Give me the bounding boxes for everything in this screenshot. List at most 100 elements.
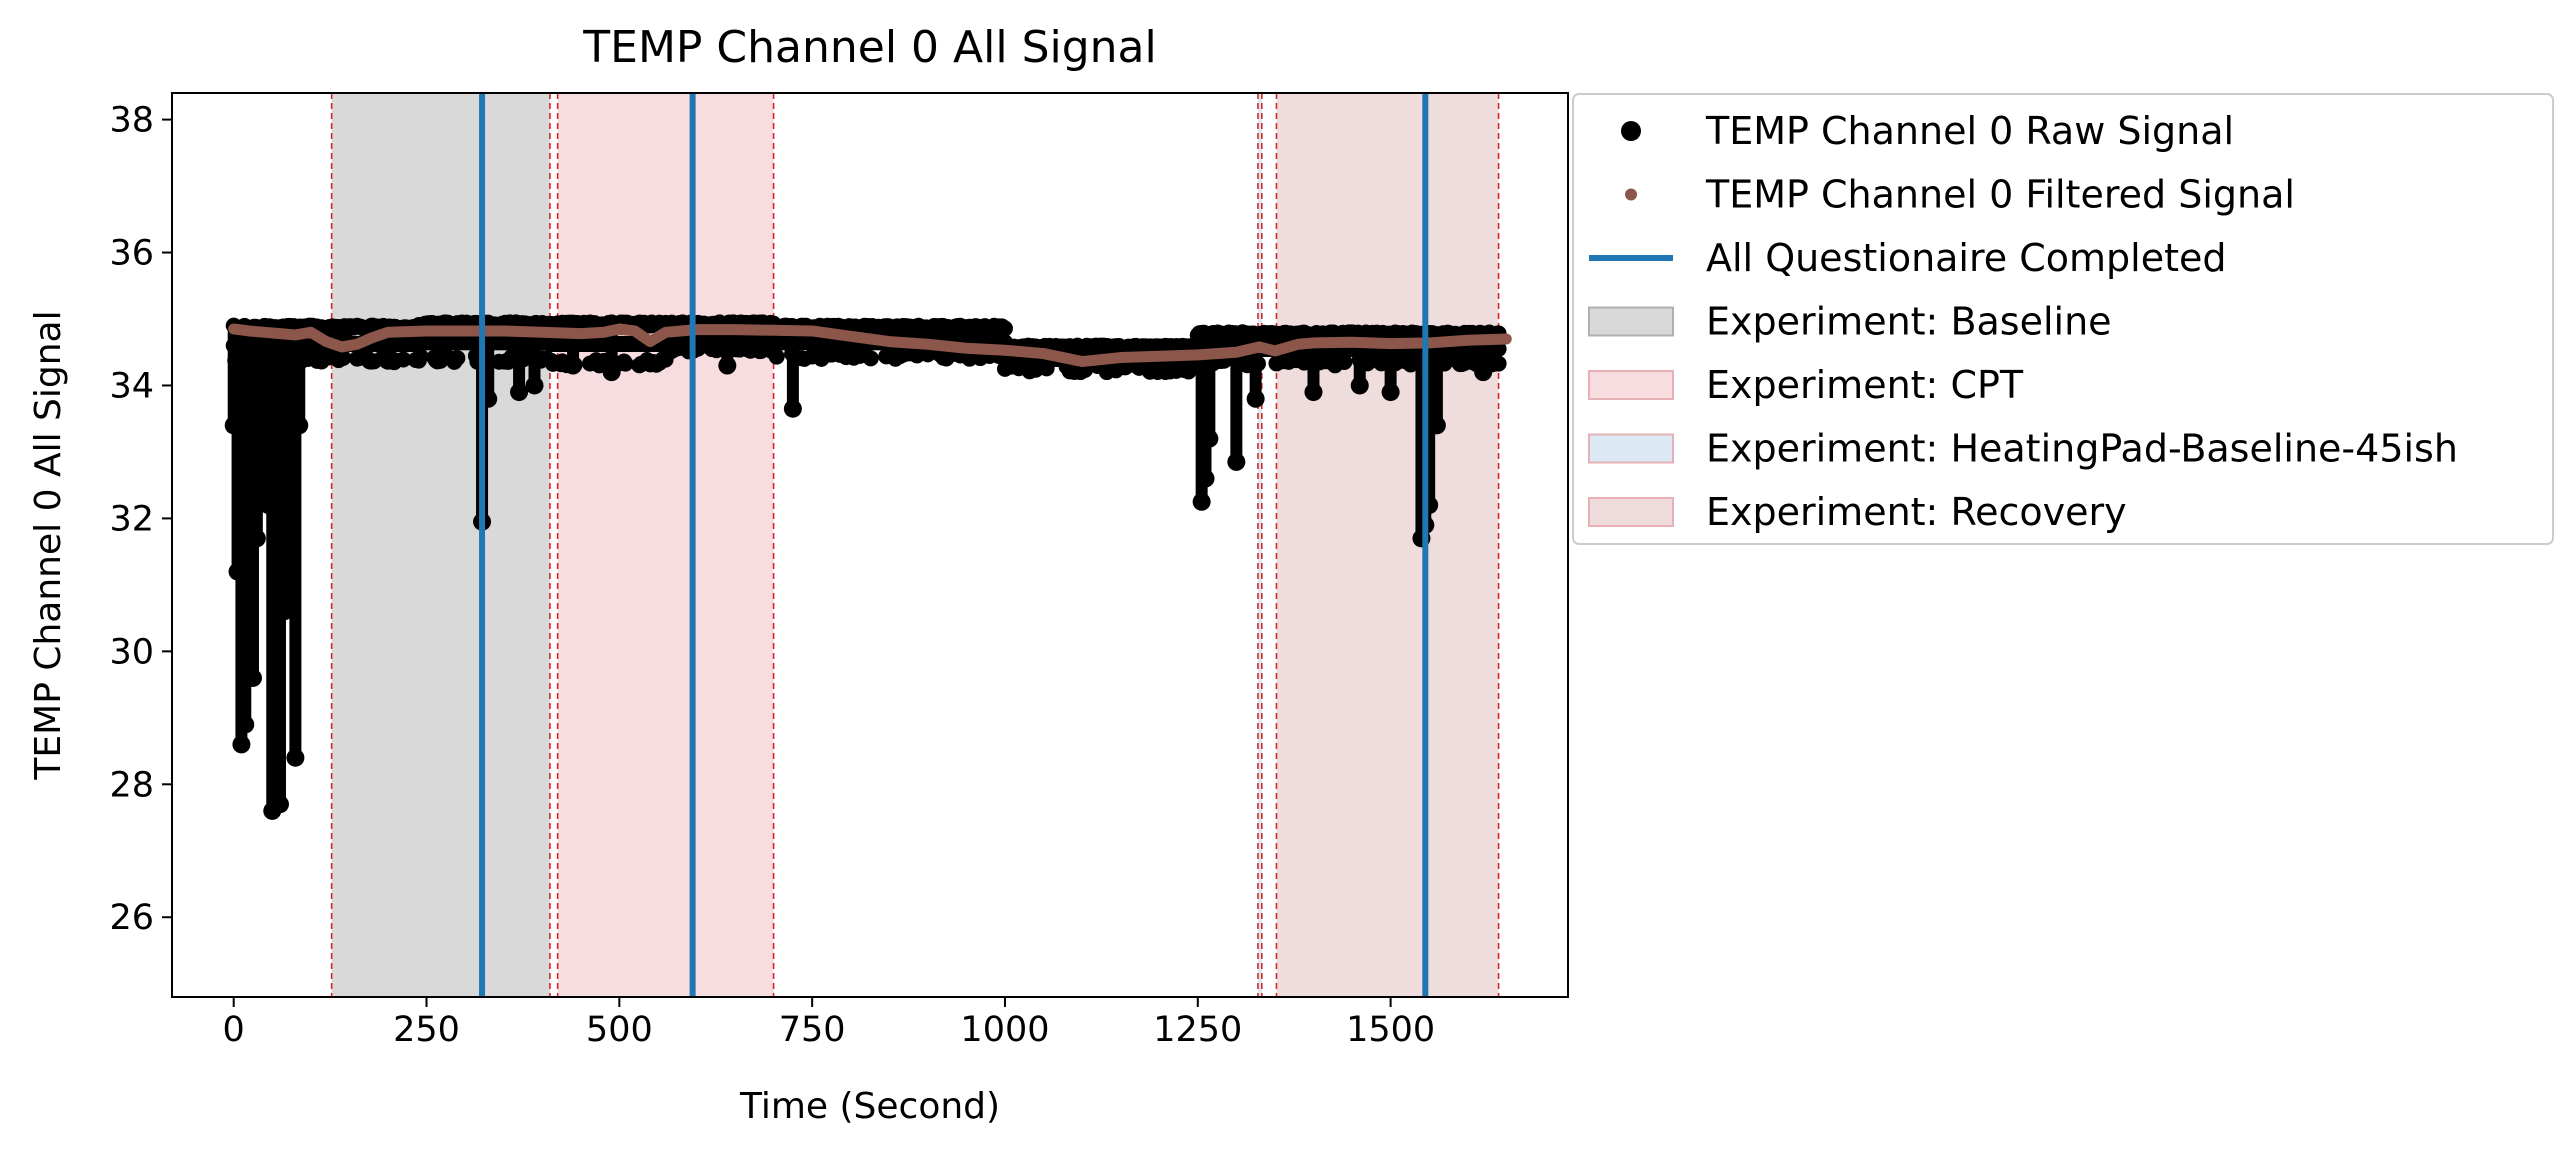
plot-area: [224, 93, 1512, 997]
raw-signal-point: [919, 346, 936, 363]
raw-signal-point: [1192, 492, 1211, 511]
raw-signal-point: [335, 349, 352, 366]
raw-signal-point: [412, 348, 429, 365]
raw-signal-point: [996, 320, 1013, 337]
filtered-signal-point: [1293, 339, 1304, 350]
legend-label: Experiment: HeatingPad-Baseline-45ish: [1706, 427, 2458, 471]
plot-content: [224, 93, 1512, 997]
legend-label: TEMP Channel 0 Filtered Signal: [1705, 173, 2295, 217]
filtered-signal-point: [730, 324, 741, 335]
raw-signal-point: [1350, 376, 1369, 395]
y-tick-label: 28: [109, 765, 154, 805]
raw-signal-point: [510, 383, 529, 402]
y-tick-label: 36: [109, 234, 154, 274]
legend-patch: [1588, 497, 1674, 527]
raw-signal-point: [232, 735, 251, 754]
filtered-signal-point: [1269, 345, 1280, 356]
y-tick-label: 26: [109, 898, 154, 938]
legend-box: [1572, 93, 2554, 545]
filtered-signal-point: [336, 341, 347, 352]
raw-signal-point: [1227, 452, 1246, 471]
y-axis-label: TEMP Channel 0 All Signal: [28, 310, 69, 780]
legend-label: TEMP Channel 0 Raw Signal: [1705, 109, 2234, 153]
raw-signal-point: [449, 350, 466, 367]
legend-patch: [1588, 306, 1674, 337]
filtered-signal-point: [575, 328, 586, 339]
raw-signal-point: [236, 715, 255, 734]
x-tick-label: 250: [393, 1010, 460, 1050]
filtered-signal-point: [1231, 347, 1242, 358]
raw-signal-point: [1304, 383, 1323, 402]
legend-marker-raw: [1621, 121, 1641, 141]
raw-signal-point: [247, 529, 266, 548]
x-tick-label: 1500: [1346, 1010, 1435, 1050]
raw-signal-point: [1490, 340, 1507, 357]
raw-signal-point: [1196, 469, 1215, 488]
legend-marker-filtered: [1625, 188, 1637, 201]
x-tick-label: 1000: [960, 1010, 1049, 1050]
raw-signal-point: [290, 416, 309, 435]
x-tick-label: 0: [223, 1010, 245, 1050]
raw-signal-point: [395, 351, 412, 368]
filtered-signal-point: [629, 325, 640, 336]
filtered-signal-point: [999, 345, 1010, 356]
filtered-signal-point: [305, 327, 316, 338]
raw-signal-point: [1246, 389, 1265, 408]
raw-signal-point: [1427, 416, 1446, 435]
raw-signal-point: [564, 356, 583, 375]
filtered-signal-point: [1308, 337, 1319, 348]
chart-title: TEMP Channel 0 All Signal: [582, 22, 1156, 73]
y-tick-label: 30: [109, 632, 154, 672]
filtered-signal-point: [1077, 356, 1088, 367]
filtered-signal-point: [367, 332, 378, 343]
filtered-signal-point: [660, 327, 671, 338]
filtered-signal-point: [244, 325, 255, 336]
raw-signal-point: [1200, 429, 1219, 448]
legend-label: All Questionaire Completed: [1706, 236, 2227, 280]
filtered-signal-point: [274, 328, 285, 339]
filtered-signal-point: [1385, 338, 1396, 349]
filtered-signal-point: [614, 323, 625, 334]
filtered-signal-point: [1038, 348, 1049, 359]
plot-frame: [171, 92, 1569, 998]
legend: TEMP Channel 0 Raw Signal TEMP Channel 0 …: [1572, 93, 2554, 545]
raw-signal-point: [274, 602, 293, 621]
raw-signal-point: [525, 376, 544, 395]
filtered-signal-point: [884, 336, 895, 347]
raw-signal-point: [783, 399, 802, 418]
legend-patch: [1588, 433, 1674, 464]
filtered-signal-point: [259, 327, 270, 338]
y-tick-label: 32: [109, 499, 154, 539]
filtered-signal-point: [321, 336, 332, 347]
x-tick-label: 500: [586, 1010, 653, 1050]
raw-signal-point: [718, 356, 737, 375]
y-tick-label: 34: [109, 366, 154, 406]
filtered-signal-point: [228, 323, 239, 334]
filtered-signal-point: [1501, 333, 1512, 344]
legend-patch: [1588, 370, 1674, 400]
filtered-signal-point: [460, 325, 471, 336]
filtered-signal-point: [807, 325, 818, 336]
y-tick-label: 38: [109, 101, 154, 141]
legend-label: Experiment: Recovery: [1706, 490, 2127, 534]
filtered-signal-point: [645, 336, 656, 347]
filtered-signal-point: [498, 325, 509, 336]
filtered-signal-point: [1192, 349, 1203, 360]
raw-signal-point: [286, 748, 305, 767]
filtered-signal-point: [352, 339, 363, 350]
filtered-signal-point: [845, 331, 856, 342]
raw-signal-point: [602, 363, 621, 382]
filtered-signal-point: [290, 329, 301, 340]
filtered-signal-point: [922, 339, 933, 350]
raw-signal-point: [1490, 355, 1507, 372]
raw-signal-point: [617, 355, 634, 372]
raw-signal-point: [270, 795, 289, 814]
axes: 0 250 500 750 1000 1250 1500 26 28 30 32 34 36 38: [109, 101, 1435, 1050]
filtered-signal-point: [1254, 341, 1265, 352]
filtered-signal-point: [768, 325, 779, 336]
filtered-signal-point: [1154, 351, 1165, 362]
filtered-signal-point: [382, 327, 393, 338]
raw-signal-point: [243, 668, 262, 687]
region-heatingpad-baseline-45ish: [1257, 93, 1262, 997]
raw-signal-point: [862, 350, 879, 367]
